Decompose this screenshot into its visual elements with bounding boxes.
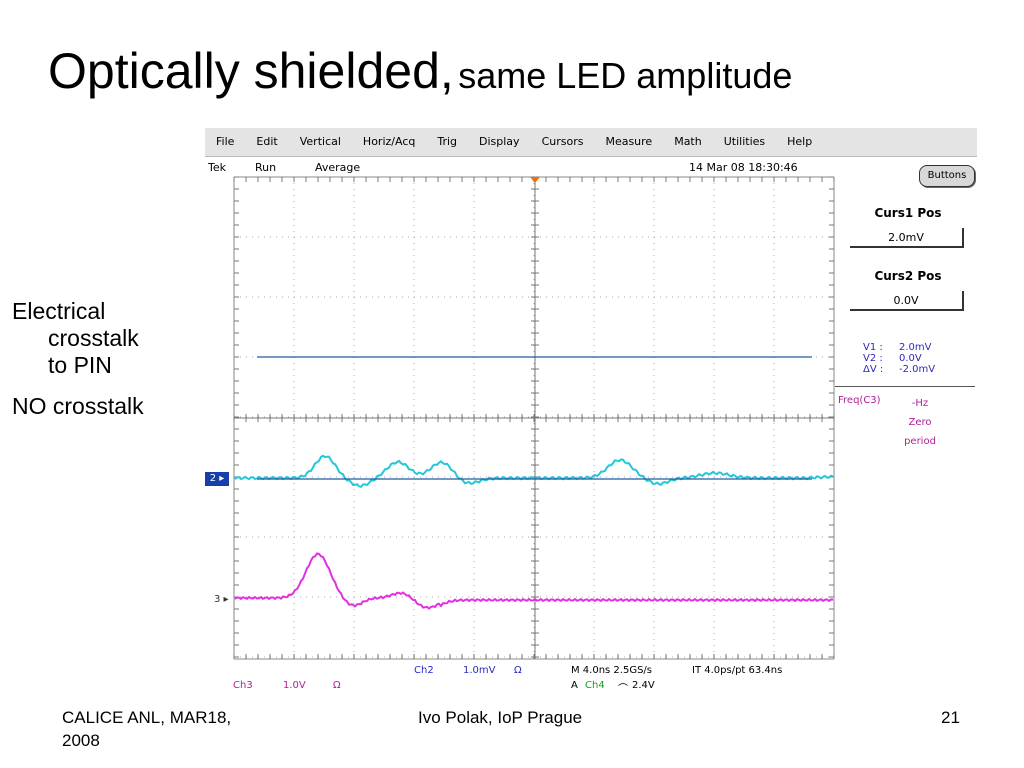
timebase-readout: M 4.0ns 2.5GS/s [571,665,653,676]
ch3-trace [234,552,834,610]
ch2-label: Ch2 [414,665,434,676]
footer-conference-line2: 2008 [62,731,100,750]
bullet-line: Electrical [12,298,106,324]
menu-measure[interactable]: Measure [605,135,653,148]
trigger-level: 2.4V [632,680,655,691]
v2-label: V2 : [863,353,883,364]
curs1-value-field[interactable]: 2.0mV [850,228,964,248]
bullet-line: crosstalk [48,325,139,351]
bullet-electrical-crosstalk: Electrical crosstalk to PIN [12,298,212,379]
freq-note-zero: Zero [908,417,932,428]
curs1-label: Curs1 Pos [874,206,942,220]
bullet-list: Electrical crosstalk to PIN NO crosstalk [12,298,212,434]
trigger-channel: Ch4 [585,680,605,691]
bullet-line: to PIN [48,352,112,378]
status-run: Run [255,161,277,174]
ch3-label: Ch3 [233,680,253,691]
trigger-source-a: A [571,680,578,691]
menu-trig[interactable]: Trig [437,135,458,148]
menu-file[interactable]: File [216,135,235,148]
scope-menubar: File Edit Vertical Horiz/Acq Trig Displa… [205,128,977,157]
status-datetime: 14 Mar 08 18:30:46 [689,161,798,174]
dv-value: -2.0mV [899,364,936,375]
v2-value: 0.0V [899,353,922,364]
menu-help[interactable]: Help [787,135,813,148]
freq-value: -Hz [911,398,929,409]
ch3-impedance: Ω [333,680,341,691]
freq-note-period: period [904,436,936,447]
footer-conference: CALICE ANL, MAR18, 2008 [62,706,282,752]
trigger-slope-icon: ⌒ [618,684,628,695]
status-brand: Tek [208,161,226,174]
interpolation-readout: IT 4.0ps/pt 63.4ns [692,665,783,676]
buttons-button[interactable]: Buttons [919,165,975,187]
footer-conference-line1: CALICE ANL, MAR18, [62,708,232,727]
menu-cursors[interactable]: Cursors [541,135,584,148]
status-acq-mode: Average [315,161,361,174]
oscilloscope-screen: File Edit Vertical Horiz/Acq Trig Displa… [205,128,977,696]
bullet-no-crosstalk: NO crosstalk [12,393,212,420]
menu-utilities[interactable]: Utilities [723,135,766,148]
trigger-position-marker [530,177,540,183]
menu-edit[interactable]: Edit [256,135,278,148]
bullet-line: NO crosstalk [12,393,144,419]
curs2-label: Curs2 Pos [874,269,942,283]
ch3-scale: 1.0V [283,680,306,691]
graticule-grid [233,176,835,660]
ch2-marker-label: 2 [209,473,217,484]
slide-title-main: Optically shielded, [48,43,454,99]
menu-horiz-acq[interactable]: Horiz/Acq [362,135,416,148]
ch2-marker[interactable]: 2 ▸ [205,472,229,486]
menu-vertical[interactable]: Vertical [299,135,341,148]
ch3-marker[interactable]: 3 ▸ [214,594,229,605]
freq-label: Freq(C3) [838,395,881,406]
ch2-impedance: Ω [514,665,522,676]
curs2-value-field[interactable]: 0.0V [850,291,964,311]
dv-label: ΔV : [863,364,884,375]
freq-readout: -Hz Zero period [885,394,955,451]
ch3-marker-label: 3 [214,594,221,605]
menu-math[interactable]: Math [674,135,702,148]
menu-display[interactable]: Display [479,135,520,148]
waveform-graticule [233,176,835,660]
v1-value: 2.0mV [899,342,932,353]
slide-title: Optically shielded, same LED amplitude [48,42,792,100]
slide-title-sub: same LED amplitude [458,55,793,96]
footer-page-number: 21 [941,708,960,727]
ch2-scale: 1.0mV [463,665,496,676]
v1-label: V1 : [863,342,883,353]
footer-author: Ivo Polak, IoP Prague [418,708,583,727]
cursor-readout: V1 : 2.0mV V2 : 0.0V ΔV : -2.0mV [863,342,935,375]
readout-divider [835,386,975,387]
